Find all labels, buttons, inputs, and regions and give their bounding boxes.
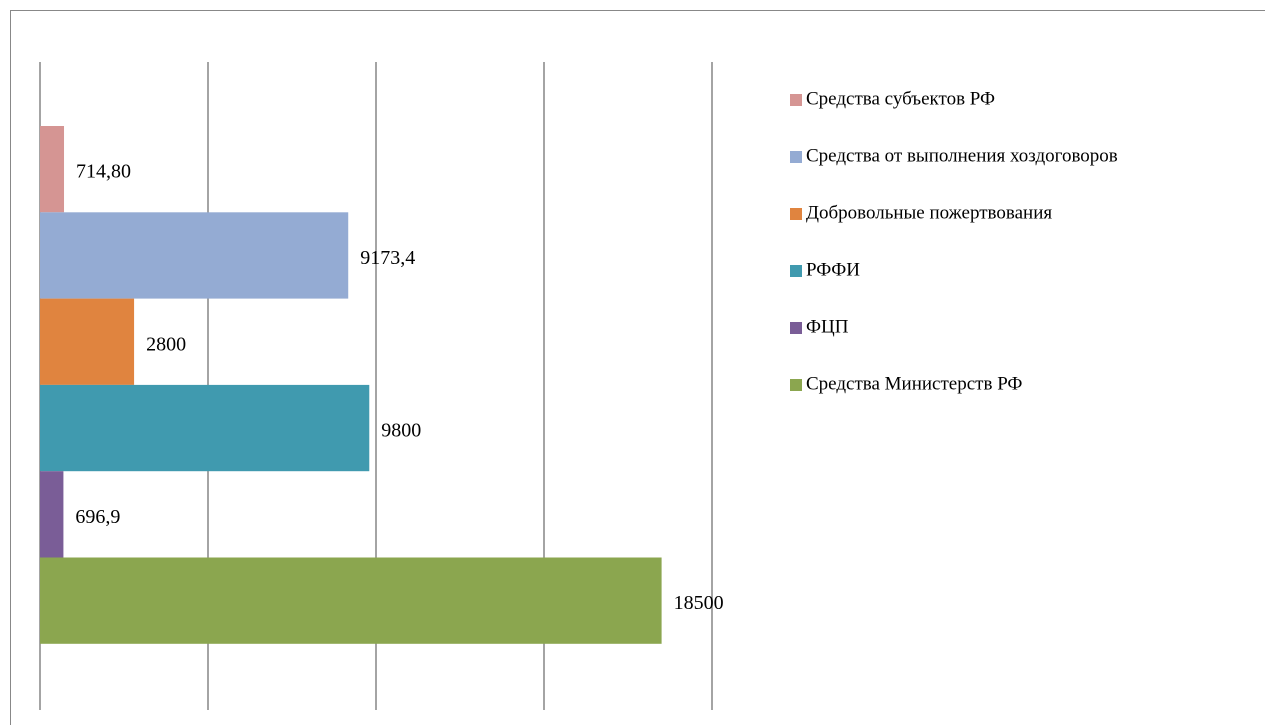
legend-swatch xyxy=(790,151,802,163)
bar xyxy=(40,557,662,644)
bar xyxy=(40,384,370,472)
bar xyxy=(40,212,349,299)
legend-swatch xyxy=(790,379,802,391)
data-label: 2800 xyxy=(146,333,186,355)
legend-label: Средства от выполнения хоздоговоров xyxy=(806,145,1118,166)
data-label: 714,80 xyxy=(76,161,131,183)
data-label: 9800 xyxy=(381,420,421,442)
legend-swatch xyxy=(790,265,802,277)
data-label: 696,9 xyxy=(75,506,120,528)
data-label: 18500 xyxy=(674,592,724,614)
legend-label: РФФИ xyxy=(806,259,860,280)
legend-label: ФЦП xyxy=(806,316,849,337)
legend-label: Добровольные пожертвования xyxy=(806,202,1052,223)
legend-swatch xyxy=(790,94,802,106)
legend-swatch xyxy=(790,208,802,220)
legend-label: Средства субъектов РФ xyxy=(806,88,995,109)
data-label: 9173,4 xyxy=(360,247,415,269)
legend-label: Средства Министерств РФ xyxy=(806,373,1022,394)
bar xyxy=(40,126,65,213)
bar xyxy=(40,298,135,385)
bar xyxy=(40,471,64,558)
legend-swatch xyxy=(790,322,802,334)
